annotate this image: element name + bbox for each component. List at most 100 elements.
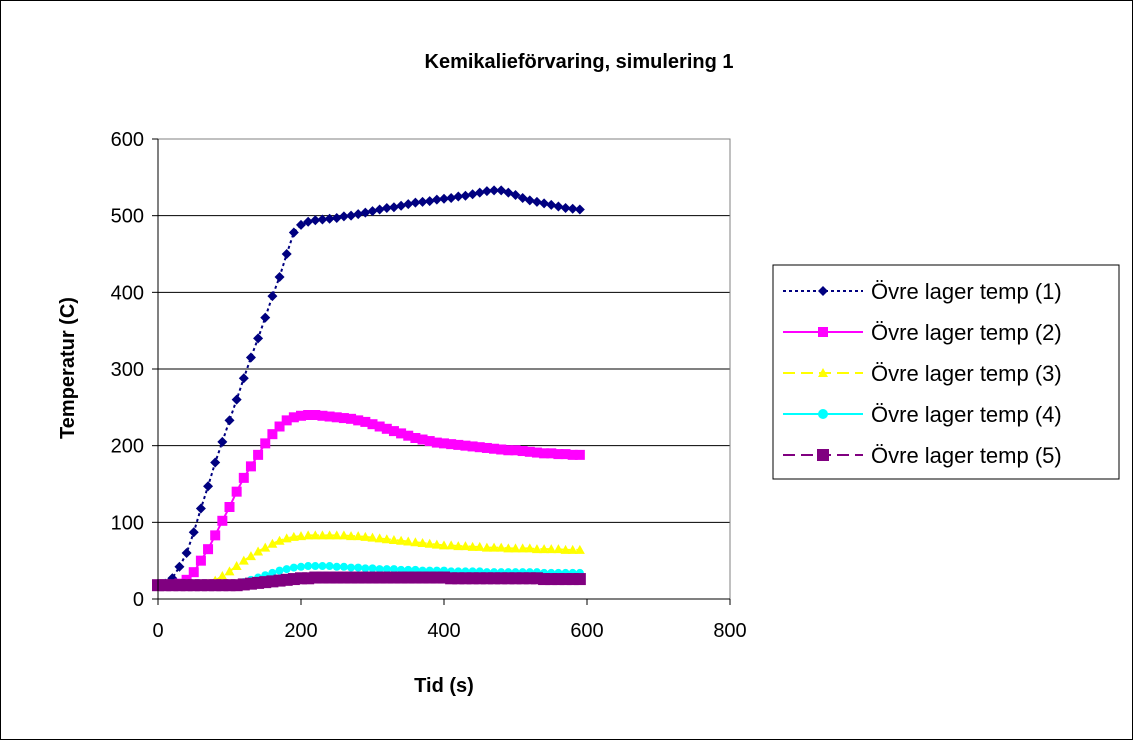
data-point (439, 540, 449, 550)
legend-marker (818, 368, 828, 377)
data-point (381, 203, 392, 213)
data-point (274, 272, 285, 282)
data-point (474, 187, 485, 198)
legend: Övre lager temp (1) Övre lager temp (2) Öv… (772, 264, 1120, 480)
data-point (474, 541, 485, 551)
data-point (396, 535, 407, 545)
data-point (338, 530, 349, 540)
data-point (560, 449, 571, 460)
data-point (403, 536, 414, 546)
data-point (503, 543, 514, 553)
data-point (553, 201, 564, 212)
data-point (317, 530, 328, 540)
data-point (567, 449, 578, 460)
data-point (289, 563, 298, 572)
data-point (231, 561, 242, 571)
y-axis-label: Temperatur (C) (57, 297, 79, 439)
legend-marker (818, 409, 828, 419)
data-point (210, 457, 221, 468)
data-point (267, 291, 278, 302)
data-point (245, 352, 256, 363)
data-point (188, 527, 199, 538)
data-point (195, 555, 206, 566)
data-point (267, 429, 278, 440)
legend-marker (818, 286, 828, 296)
data-point (524, 543, 535, 553)
data-point (238, 373, 249, 384)
data-point (368, 564, 377, 573)
data-point (489, 443, 500, 454)
legend-label: Övre lager temp (1) (871, 279, 1062, 304)
data-point (546, 199, 557, 210)
data-point (245, 461, 256, 472)
legend-entry-5: Övre lager temp (5) (783, 443, 1062, 468)
data-point (367, 419, 378, 430)
data-point (567, 544, 578, 554)
data-point (311, 562, 320, 571)
data-point (297, 562, 305, 571)
data-point (360, 207, 371, 218)
data-point (275, 566, 284, 575)
x-tick-label: 600 (570, 620, 603, 642)
tick-labels: 0 100 200 300 400 500 600 0 200 400 600 800 (111, 129, 747, 642)
data-point (553, 449, 564, 460)
data-point (347, 563, 356, 572)
data-point (446, 540, 457, 550)
data-point (560, 544, 571, 554)
data-point (460, 541, 471, 551)
legend-entry-1: Övre lager temp (1) (783, 279, 1062, 304)
data-point (524, 195, 535, 206)
data-point (574, 449, 585, 460)
data-point (417, 196, 428, 207)
data-point (381, 423, 392, 434)
data-point (467, 189, 478, 200)
data-point (281, 533, 292, 543)
data-point (396, 428, 407, 439)
data-point (288, 412, 299, 423)
data-point (446, 193, 457, 204)
data-point (410, 433, 421, 443)
data-point (553, 544, 564, 554)
data-point (539, 544, 550, 554)
data-point (424, 436, 435, 447)
data-point (481, 542, 492, 552)
y-tick-label: 100 (111, 512, 144, 534)
data-point (388, 534, 399, 544)
data-point (502, 572, 515, 585)
data-point (195, 503, 206, 514)
data-point (546, 544, 557, 554)
data-point (524, 446, 535, 457)
series-3 (153, 530, 585, 590)
y-tick-label: 300 (111, 359, 144, 381)
data-point (546, 448, 557, 459)
data-point (274, 535, 285, 545)
y-tick-label: 400 (111, 282, 144, 304)
data-point (324, 530, 335, 540)
data-point (353, 531, 364, 541)
data-point (389, 565, 398, 574)
data-point (310, 530, 321, 540)
data-point (296, 219, 306, 230)
data-point (338, 211, 349, 222)
data-point (224, 415, 235, 426)
data-point (253, 449, 264, 460)
data-point (375, 565, 384, 574)
y-tick-label: 0 (133, 589, 144, 611)
x-tick-label: 200 (284, 620, 317, 642)
data-point (224, 502, 235, 512)
data-point (367, 206, 378, 217)
data-point (481, 186, 492, 197)
data-point (231, 394, 242, 405)
y-tick-label: 500 (111, 206, 144, 228)
data-point (339, 562, 348, 571)
x-axis-label: Tid (s) (414, 675, 474, 697)
data-point (453, 439, 464, 450)
data-point (517, 446, 528, 457)
data-point (489, 185, 500, 196)
data-point (331, 212, 342, 223)
data-point (439, 193, 449, 204)
data-point (346, 413, 357, 424)
data-point (374, 533, 385, 543)
data-point (460, 190, 471, 201)
